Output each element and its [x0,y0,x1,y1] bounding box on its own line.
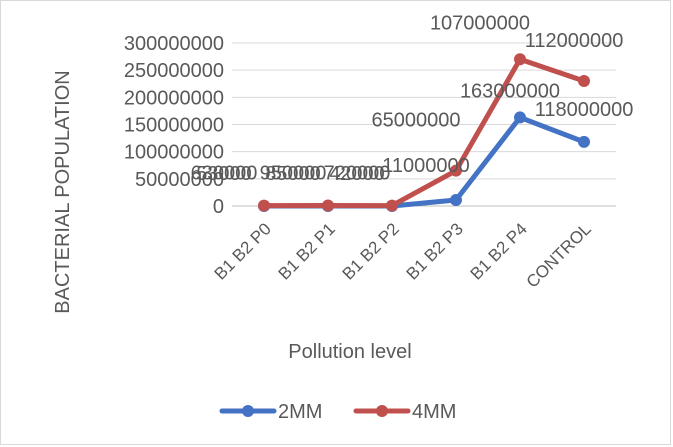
data-point-4mm [578,75,590,88]
data-label: 720000 [324,163,391,185]
y-tick-label: 50000000 [135,169,224,191]
data-point-4mm [450,164,462,177]
legend-marker-4mm [376,405,388,417]
y-tick-label: 0 [213,196,224,218]
data-point-2mm [578,135,590,148]
series-lines [258,53,590,212]
data-point-2mm [514,111,526,124]
data-label: 630000 [191,163,258,185]
legend-label: 4MM [412,401,456,423]
y-axis-tick-labels: 0 50000000 100000000 150000000 200000000 2500… [124,33,224,218]
x-axis-tick-labels: B1 B2 P0 B1 B2 P1 B1 B2 P2 B1 B2 P3 B1 B2 P4… [211,219,595,291]
legend-marker-2mm [242,405,254,417]
y-tick-label: 300000000 [124,33,224,55]
x-tick-label: B1 B2 P1 [275,219,339,283]
y-tick-label: 250000000 [124,60,224,82]
data-point-4mm [258,199,270,212]
data-label: 85000 [265,163,321,185]
y-tick-label: 200000000 [124,87,224,109]
legend: 2MM 4MM [219,401,456,423]
data-label: 11000000 [382,155,470,177]
data-label: 112000000 [525,30,624,52]
data-point-2mm [450,194,462,207]
x-tick-label: B1 B2 P0 [211,219,275,283]
legend-label: 2MM [278,401,322,423]
x-tick-label: CONTROL [523,219,595,291]
data-label: 53000 [196,163,252,185]
series-line-4mm [261,56,587,209]
data-label: 118000000 [535,99,634,121]
data-point-4mm [514,53,526,66]
x-tick-label: B1 B2 P3 [403,219,467,283]
data-point-4mm [322,199,334,212]
y-axis-title: BACTERIAL POPULATION [52,70,74,313]
x-tick-label: B1 B2 P2 [339,219,403,283]
data-label: 42000 [329,163,385,185]
data-point-4mm [386,199,398,212]
data-label: 950000 [260,162,327,184]
data-label: 65000000 [372,110,461,132]
data-label: 163000000 [460,80,560,102]
x-axis-title: Pollution level [288,341,411,363]
data-label: 107000000 [430,12,530,34]
x-tick-label: B1 B2 P4 [467,219,531,283]
y-tick-label: 100000000 [124,142,224,164]
y-tick-label: 150000000 [124,115,224,137]
